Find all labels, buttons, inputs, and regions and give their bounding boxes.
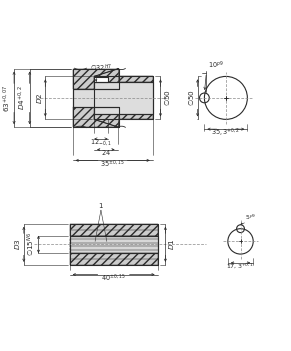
Text: $1$: $1$: [98, 201, 104, 210]
Text: $D4^{+0,2}$: $D4^{+0,2}$: [17, 85, 28, 111]
Text: $D1$: $D1$: [167, 239, 176, 250]
Text: $D2$: $D2$: [35, 92, 44, 104]
Polygon shape: [94, 107, 118, 127]
Polygon shape: [73, 68, 118, 89]
Polygon shape: [94, 77, 153, 82]
Polygon shape: [94, 68, 118, 89]
Polygon shape: [70, 253, 157, 265]
Polygon shape: [70, 248, 157, 250]
Polygon shape: [70, 251, 157, 252]
Polygon shape: [70, 239, 157, 241]
Text: $63^{+0,07}$: $63^{+0,07}$: [1, 84, 13, 112]
Text: $17,3^{+0,1}$: $17,3^{+0,1}$: [226, 261, 255, 270]
Polygon shape: [94, 82, 153, 113]
Text: $\varnothing 15^{N6}$: $\varnothing 15^{N6}$: [26, 232, 37, 257]
Text: $12_{-0,1}$: $12_{-0,1}$: [90, 137, 112, 147]
Text: $24$: $24$: [101, 148, 111, 157]
Text: $\varnothing 32^{H7}$: $\varnothing 32^{H7}$: [90, 63, 112, 74]
Polygon shape: [70, 224, 157, 236]
Text: $40^{\pm 0,15}$: $40^{\pm 0,15}$: [101, 273, 126, 284]
Polygon shape: [70, 242, 157, 244]
Text: $35^{\pm 0,15}$: $35^{\pm 0,15}$: [100, 158, 125, 170]
Text: $35,3^{+0,2}$: $35,3^{+0,2}$: [211, 127, 240, 139]
Polygon shape: [70, 236, 157, 253]
Text: $\varnothing 50$: $\varnothing 50$: [162, 90, 172, 106]
Polygon shape: [73, 89, 118, 107]
Polygon shape: [73, 107, 118, 127]
Text: $5^{p9}$: $5^{p9}$: [245, 213, 257, 222]
Polygon shape: [94, 113, 153, 119]
Text: $\varnothing 50$: $\varnothing 50$: [186, 90, 196, 106]
Text: $10^{p9}$: $10^{p9}$: [208, 59, 224, 71]
Text: $D3$: $D3$: [13, 238, 22, 250]
Polygon shape: [94, 78, 108, 82]
Polygon shape: [70, 245, 157, 247]
